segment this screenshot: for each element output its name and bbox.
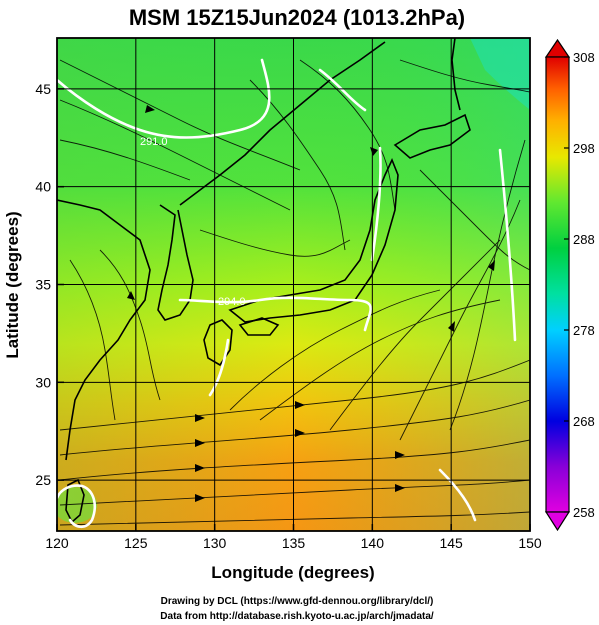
colorbar-top-triangle	[544, 38, 571, 58]
colorbar-bar	[545, 56, 570, 513]
x-tick-label: 130	[203, 535, 227, 551]
y-tick-label: 40	[35, 179, 51, 195]
credit-line-1: Drawing by DCL (https://www.gfd-dennou.o…	[161, 596, 434, 607]
credit-line-2: Data from http://database.rish.kyoto-u.a…	[160, 611, 434, 622]
colorbar: 258 268 278 288 298 308	[544, 38, 595, 532]
colorbar-ticks: 258 268 278 288 298 308	[564, 50, 595, 520]
streamlines	[59, 59, 530, 526]
chart-title: MSM 15Z15Jun2024 (1013.2hPa)	[129, 5, 465, 30]
x-tick-label: 150	[518, 535, 542, 551]
y-tick-label: 25	[35, 472, 51, 488]
colorbar-bottom-triangle	[544, 511, 571, 532]
contours	[57, 58, 517, 529]
cool-region	[470, 38, 530, 110]
contour-label: 294.0	[218, 296, 246, 308]
y-axis-ticks: 25 30 35 40 45	[35, 81, 64, 488]
x-axis-ticks: 120 125 130 135 140 145 150	[45, 524, 542, 551]
x-tick-label: 125	[124, 535, 148, 551]
colorbar-tick-label: 308	[573, 50, 595, 65]
x-tick-label: 140	[361, 535, 385, 551]
map-panel: 291.0 294.0	[57, 38, 530, 531]
x-tick-label: 135	[282, 535, 306, 551]
y-tick-label: 45	[35, 81, 51, 97]
coastlines	[57, 38, 471, 524]
colorbar-tick-label: 278	[573, 323, 595, 338]
colorbar-tick-label: 268	[573, 414, 595, 429]
y-axis-label: Latitude (degrees)	[3, 211, 22, 358]
x-tick-label: 145	[439, 535, 463, 551]
colorbar-tick-label: 288	[573, 232, 595, 247]
contour-label: 291.0	[140, 136, 168, 148]
y-tick-label: 30	[35, 374, 51, 390]
colorbar-tick-label: 258	[573, 505, 595, 520]
y-tick-label: 35	[35, 277, 51, 293]
colorbar-tick-label: 298	[573, 141, 595, 156]
graticule	[57, 38, 530, 531]
x-tick-label: 120	[45, 535, 69, 551]
x-axis-label: Longitude (degrees)	[211, 563, 374, 582]
